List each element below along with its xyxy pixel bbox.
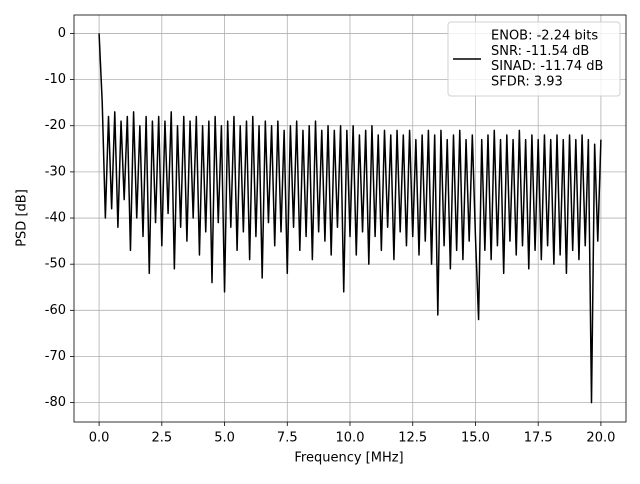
legend-label: SINAD: -11.74 dB [491, 59, 603, 74]
y-tick-label: -70 [45, 349, 66, 364]
y-tick-label: -20 [45, 118, 66, 133]
x-tick-label: 12.5 [398, 431, 427, 446]
y-tick-label: -60 [45, 303, 66, 318]
legend-label: SFDR: 3.93 [491, 74, 563, 89]
y-tick-label: -30 [45, 164, 66, 179]
y-tick-label: -10 [45, 72, 66, 87]
x-tick-label: 7.5 [277, 431, 298, 446]
y-axis-label: PSD [dB] [15, 189, 30, 247]
x-tick-label: 5.0 [214, 431, 235, 446]
x-tick-label: 17.5 [524, 431, 553, 446]
legend-box [447, 21, 621, 97]
y-tick-label: -50 [45, 257, 66, 272]
psd-line [98, 33, 602, 404]
x-axis-label: Frequency [MHz] [294, 451, 403, 466]
x-tick-label: 20.0 [586, 431, 615, 446]
x-tick-label: 0.0 [89, 431, 110, 446]
axes-frame [73, 14, 627, 423]
x-tick-label: 10.0 [336, 431, 365, 446]
legend-label: ENOB: -2.24 bits [491, 29, 598, 44]
x-tick-label: 15.0 [461, 431, 490, 446]
legend-label: SNR: -11.54 dB [491, 44, 589, 59]
y-tick-label: -80 [45, 395, 66, 410]
x-tick-label: 2.5 [151, 431, 172, 446]
y-tick-label: 0 [58, 26, 66, 41]
y-tick-label: -40 [45, 211, 66, 226]
